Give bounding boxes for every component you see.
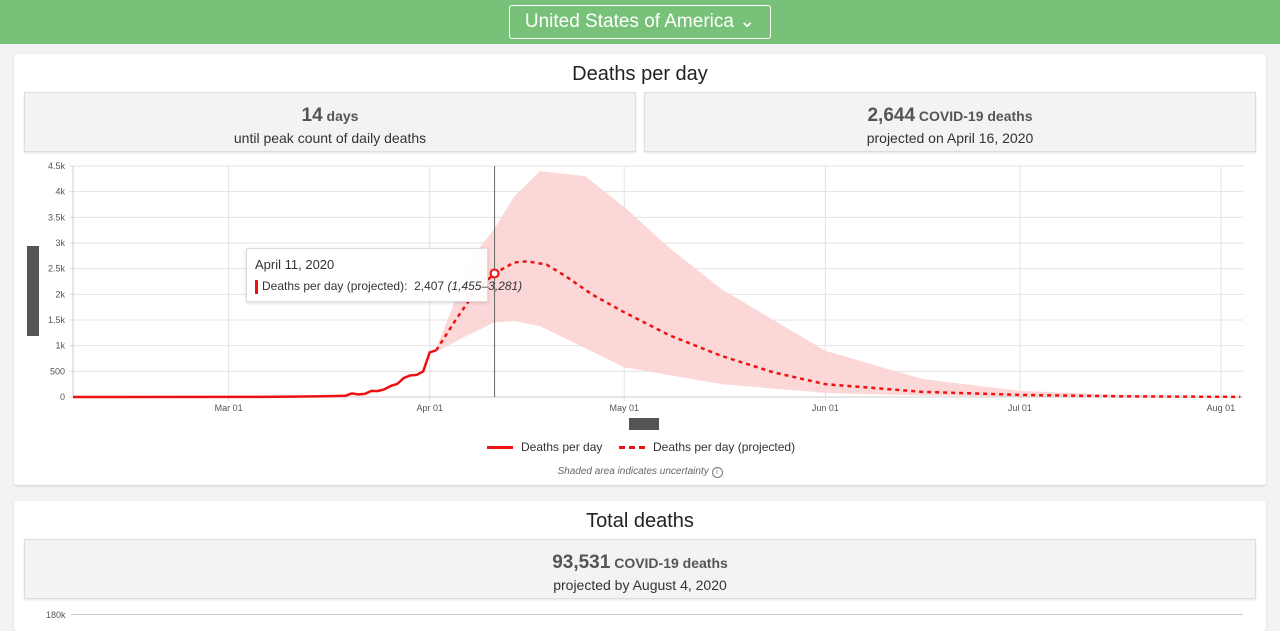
- y-tick-label: 1k: [55, 341, 65, 351]
- legend-item-actual[interactable]: Deaths per day: [487, 440, 602, 454]
- x-tick-label: Jul 01: [1008, 403, 1032, 413]
- stat-unit: COVID-19 deaths: [918, 108, 1033, 124]
- country-label: United States of America: [524, 11, 734, 32]
- total-deaths-card: Total deaths 93,531 COVID-19 deaths proj…: [14, 501, 1266, 631]
- y-tick-label: 3.5k: [48, 212, 66, 222]
- gridline: [71, 614, 1243, 615]
- peak-deaths-stat: 2,644 COVID-19 deaths projected on April…: [644, 92, 1256, 152]
- note-text: Shaded area indicates uncertainty: [557, 466, 709, 477]
- uncertainty-band: [436, 171, 1241, 397]
- tooltip-date: April 11, 2020: [255, 257, 335, 272]
- card-title: Total deaths: [586, 510, 694, 532]
- chart-tooltip: April 11, 2020 Deaths per day (projected…: [246, 248, 522, 302]
- stat-value: 2,644: [867, 105, 916, 126]
- x-tick-label: Jun 01: [812, 403, 839, 413]
- card-title: Deaths per day: [572, 63, 708, 85]
- total-deaths-stat: 93,531 COVID-19 deaths projected by Augu…: [24, 539, 1256, 599]
- y-tick-label: 2.5k: [48, 264, 66, 274]
- legend-label: Deaths per day (projected): [653, 440, 796, 454]
- hover-point: [489, 268, 500, 279]
- tooltip-value: 2,407: [414, 279, 445, 293]
- y-tick-label: 1.5k: [48, 315, 66, 325]
- stat-unit: days: [326, 108, 359, 124]
- tooltip-range: (1,455–3,281): [447, 279, 523, 293]
- chevron-down-icon: ⌄: [739, 11, 756, 32]
- y-tick-label: 0: [60, 392, 65, 402]
- x-tick-label: Mar 01: [215, 403, 243, 413]
- stat-caption: until peak count of daily deaths: [233, 130, 427, 146]
- y-tick-label: 4k: [55, 187, 65, 197]
- stat-value: 14: [301, 105, 323, 126]
- y-tick-label: 3k: [55, 238, 65, 248]
- solid-line-icon: [487, 446, 513, 450]
- stat-caption: projected on April 16, 2020: [866, 130, 1034, 146]
- deaths-per-day-card: Deaths per day 14 days until peak count …: [14, 54, 1266, 485]
- x-tick-label: Aug 01: [1207, 403, 1236, 413]
- y-tick-label: 500: [50, 366, 65, 376]
- y-axis-zoom-handle[interactable]: [27, 246, 39, 336]
- legend-label: Deaths per day: [521, 440, 603, 454]
- info-icon[interactable]: i: [711, 467, 723, 478]
- deaths-per-day-chart[interactable]: 0 500 1k 1.5k 2k 2.5k 3k 3.5k 4k 4.5k Mar 01 Apr 01…: [0, 0, 1280, 440]
- legend-item-projected[interactable]: Deaths per day (projected): [619, 440, 795, 454]
- stat-value: 93,531: [552, 552, 611, 573]
- country-select[interactable]: United States of America ⌄: [509, 5, 771, 39]
- y-tick-label: 180k: [46, 610, 66, 620]
- x-tick-label: May 01: [610, 403, 640, 413]
- actual-deaths-line: [72, 349, 437, 399]
- tooltip-label: Deaths per day (projected):: [262, 279, 408, 293]
- uncertainty-note: Shaded area indicates uncertainty i: [0, 466, 1280, 478]
- header-bar: United States of America ⌄: [0, 0, 1280, 44]
- days-until-peak-stat: 14 days until peak count of daily deaths: [24, 92, 636, 152]
- y-tick-label: 2k: [55, 289, 65, 299]
- x-tick-label: Apr 01: [416, 403, 443, 413]
- stat-caption: projected by August 4, 2020: [553, 577, 727, 593]
- dashed-line-icon: [619, 446, 645, 450]
- x-axis-zoom-handle[interactable]: [629, 418, 659, 430]
- series-color-marker: [255, 279, 258, 294]
- stat-unit: COVID-19 deaths: [614, 555, 728, 571]
- y-tick-label: 4.5k: [48, 161, 66, 171]
